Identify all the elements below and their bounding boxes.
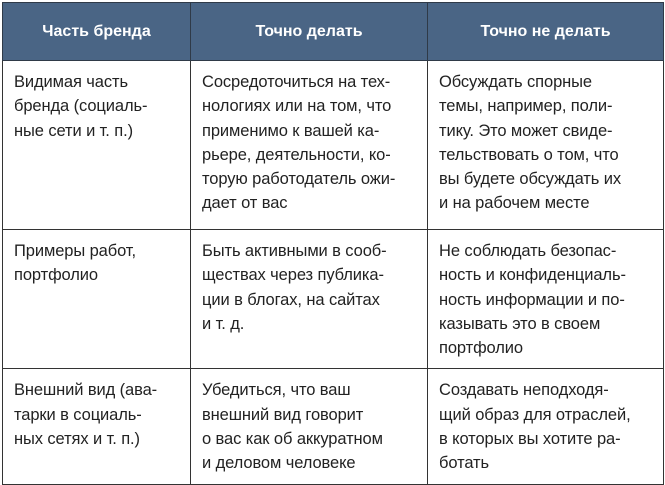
cell-brand-part: Видимая часть бренда (социаль-ные сети и … [2, 60, 191, 230]
cell-text-line: ные сети и т. п.) [14, 121, 133, 140]
cell-text-line: Создавать неподходя- [439, 381, 609, 400]
cell-brand-part: Примеры работ, портфолио [2, 228, 191, 370]
cell-text-line: применимо к вашей ка- [202, 121, 380, 140]
cell-text-line: Видимая часть [14, 73, 128, 91]
cell-dont: Обсуждать спорные темы, например, поли-ти… [427, 60, 664, 230]
cell-text-line: ции в блогах, на сайтах [202, 290, 380, 309]
cell-text-line: темы, например, поли- [439, 97, 613, 116]
cell-text-line: дает от вас [202, 194, 288, 213]
cell-text-line: торую работодатель ожи- [202, 170, 396, 189]
table-row: Внешний вид (ава-тарки в социаль-ных сет… [2, 368, 664, 485]
header-brand-part: Часть бренда [2, 2, 191, 61]
cell-text-line: и т. д. [202, 314, 245, 333]
cell-text-line: в которых вы хотите ра- [439, 430, 621, 449]
cell-text-line: бренда (социаль- [14, 97, 148, 116]
table-row: Примеры работ, портфолио Быть активными в … [2, 228, 664, 370]
cell-text-line: ществах через публика- [202, 266, 384, 285]
cell-text-line: Внешний вид (ава- [14, 381, 158, 400]
cell-dont: Не соблюдать безопас-ность и конфиденциа… [427, 228, 664, 370]
cell-text-line: ных сетях и т. п.) [14, 430, 140, 449]
cell-do: Сосредоточиться на тех-нологиях или на т… [190, 60, 428, 230]
cell-text-line: Примеры работ, [14, 242, 136, 260]
cell-text-line: ность информации и по- [439, 290, 625, 309]
cell-text-line: ботать [439, 454, 490, 473]
cell-text-line: тику. Это может свиде- [439, 121, 613, 140]
cell-text-line: Сосредоточиться на тех- [202, 73, 391, 91]
cell-text-line: рьере, деятельности, ко- [202, 145, 391, 164]
cell-text-line: портфолио [439, 339, 523, 358]
cell-text-line: Обсуждать спорные [439, 73, 592, 91]
cell-text-line: портфолио [14, 266, 98, 285]
table-row: Видимая часть бренда (социаль-ные сети и … [2, 60, 664, 230]
cell-text-line: щий образ для отраслей, [439, 405, 631, 424]
cell-brand-part: Внешний вид (ава-тарки в социаль-ных сет… [2, 368, 191, 485]
cell-text-line: Не соблюдать безопас- [439, 242, 617, 260]
cell-text-line: казывать это в своем [439, 314, 601, 333]
cell-do: Быть активными в сооб-ществах через публ… [190, 228, 428, 370]
cell-text-line: о вас как об аккуратном [202, 430, 383, 449]
cell-text-line: Быть активными в сооб- [202, 242, 387, 260]
cell-text-line: ность и конфиденциаль- [439, 266, 626, 285]
cell-text-line: внешний вид говорит [202, 405, 364, 424]
cell-text-line: и деловом человеке [202, 454, 356, 473]
cell-dont: Создавать неподходя-щий образ для отрасл… [427, 368, 664, 485]
cell-text-line: и на рабочем месте [439, 194, 590, 213]
cell-text-line: тарки в социаль- [14, 405, 142, 424]
cell-text-line: тельствовать о том, что [439, 145, 619, 164]
cell-text-line: нологиях или на том, что [202, 97, 392, 116]
cell-text-line: вы будете обсуждать их [439, 170, 621, 189]
header-dont: Точно не делать [427, 2, 664, 61]
header-row: Часть бренда Точно делать Точно не делат… [2, 2, 664, 61]
header-do: Точно делать [190, 2, 428, 61]
cell-text-line: Убедиться, что ваш [202, 381, 351, 400]
cell-do: Убедиться, что ваш внешний вид говорит о в… [190, 368, 428, 485]
